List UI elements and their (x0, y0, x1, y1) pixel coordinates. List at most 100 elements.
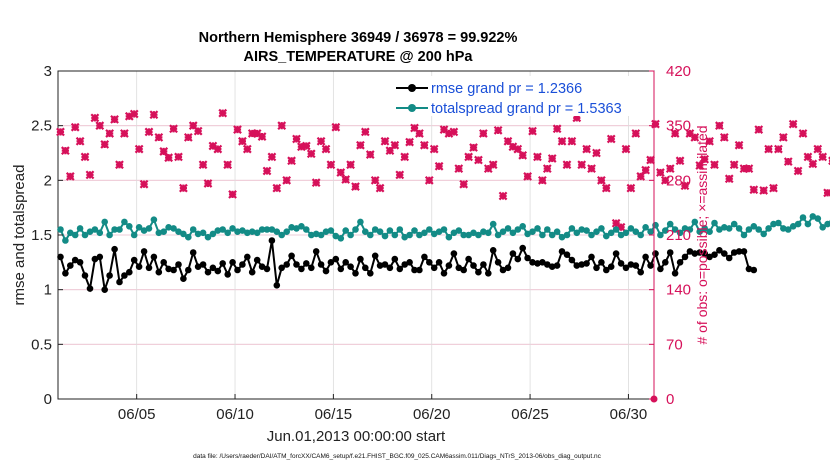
totalspread-point (283, 228, 291, 235)
obs-point (710, 160, 719, 170)
totalspread-point (514, 226, 522, 233)
rmse-point (509, 250, 517, 257)
totalspread-point (632, 228, 640, 235)
obs-point (321, 144, 331, 154)
obs-count-series (56, 108, 830, 403)
rmse-point (253, 256, 261, 264)
rmse-point (76, 259, 84, 266)
totalspread-point (121, 218, 128, 226)
rmse-point (170, 266, 177, 274)
rmse-point (150, 253, 158, 261)
totalspread-point (671, 226, 679, 233)
obs-point (129, 109, 139, 119)
totalspread-point (165, 224, 172, 231)
obs-point (257, 132, 267, 141)
obs-point (213, 144, 223, 154)
totalspread-point (332, 232, 340, 240)
rmse-point (411, 266, 418, 274)
obs-point (282, 175, 292, 185)
obs-point (154, 133, 164, 142)
rmse-point (332, 255, 340, 263)
obs-point (715, 121, 724, 131)
totalspread-point (170, 225, 177, 232)
obs-point (656, 168, 665, 177)
obs-point (301, 141, 311, 151)
obs-point (105, 129, 115, 138)
x-tick-label: 06/05 (118, 406, 156, 423)
totalspread-point (111, 226, 118, 233)
obs-point (542, 164, 552, 173)
obs-point (523, 172, 532, 181)
y2-axis-label: # of obs: o=possible; ×=assimilated (694, 125, 710, 344)
totalspread-point (666, 220, 674, 228)
rmse-point (248, 268, 256, 276)
rmse-point (716, 247, 723, 254)
y2-tick-label: 280 (666, 172, 691, 189)
obs-point (346, 160, 355, 170)
obs-point (626, 183, 636, 193)
obs-point (100, 140, 110, 149)
totalspread-point (558, 233, 566, 241)
totalspread-point (814, 215, 822, 222)
totalspread-point (116, 226, 123, 233)
obs-point (144, 127, 154, 137)
obs-point (651, 119, 660, 129)
rmse-point (642, 253, 649, 261)
totalspread-point (622, 229, 630, 237)
rmse-point (607, 263, 615, 271)
totalspread-point (76, 225, 84, 232)
totalspread-point (553, 228, 561, 235)
obs-point (193, 126, 203, 136)
totalspread-point (298, 223, 305, 230)
rmse-point (352, 270, 359, 277)
totalspread-point (391, 231, 399, 239)
obs-point (429, 144, 439, 154)
axes: 0 0.5 1 1.5 2 2.5 3 0 70 140 210 280 350 420 06/05 06/1… (31, 63, 691, 423)
rmse-point (568, 256, 576, 264)
rmse-point (111, 245, 118, 253)
totalspread-point (696, 228, 703, 235)
totalspread-point (396, 226, 404, 233)
rmse-point (632, 262, 640, 269)
obs-point (233, 125, 242, 134)
obs-point (454, 164, 464, 173)
obs-point (660, 175, 670, 185)
obs-point (336, 168, 346, 177)
rmse-point (435, 259, 443, 266)
totalspread-point (180, 230, 187, 238)
rmse-point (450, 250, 458, 257)
rmse-point (588, 253, 595, 261)
rmse-point (303, 260, 310, 267)
rmse-point (342, 259, 350, 266)
rmse-point (308, 264, 315, 272)
totalspread-point (657, 231, 664, 239)
rmse-point (416, 266, 423, 274)
obs-point (179, 183, 188, 193)
rmse-point (603, 266, 610, 274)
obs-point (788, 119, 798, 129)
x-axis-label: Jun.01,2013 00:00:00 start (267, 428, 446, 445)
obs-point (415, 129, 424, 138)
totalspread-point (278, 231, 286, 239)
totalspread-point (799, 214, 807, 221)
rmse-point (396, 265, 404, 273)
totalspread-point (440, 226, 448, 233)
totalspread-point (185, 233, 192, 241)
obs-point (272, 183, 282, 193)
obs-point (582, 144, 592, 154)
rmse-point (622, 264, 630, 272)
totalspread-point (303, 226, 310, 233)
obs-point (242, 144, 252, 154)
totalspread-point (421, 229, 428, 237)
obs-point (356, 140, 365, 150)
totalspread-point (248, 228, 256, 235)
rmse-point (347, 263, 354, 271)
obs-point (749, 185, 759, 195)
rmse-point (657, 265, 664, 273)
rmse-point (465, 255, 472, 263)
obs-point (183, 133, 193, 142)
rmse-point (219, 260, 226, 267)
rmse-point (130, 256, 138, 264)
obs-point (552, 124, 562, 134)
rmse-point (701, 250, 708, 257)
